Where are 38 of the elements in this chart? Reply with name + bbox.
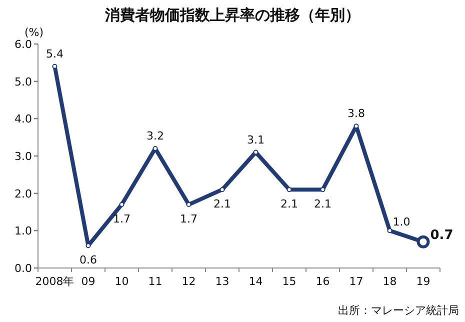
point bbox=[119, 202, 124, 208]
point bbox=[387, 228, 392, 234]
x-tick-label: 15 bbox=[282, 275, 296, 288]
chart-title: 消費者物価指数上昇率の推移（年別） bbox=[104, 6, 360, 24]
y-tick-label: 0.0 bbox=[14, 262, 32, 275]
text: 2.1 bbox=[314, 198, 332, 211]
y-axis-title: (%) bbox=[24, 26, 44, 39]
text: 0.6 bbox=[80, 254, 97, 267]
x-tick-label: 19 bbox=[416, 275, 430, 288]
point bbox=[52, 64, 58, 69]
text: 1.7 bbox=[113, 212, 130, 226]
text: 5.4 bbox=[46, 47, 64, 60]
x-tick-label: 18 bbox=[382, 275, 397, 288]
x-tick-label: 09 bbox=[81, 275, 96, 288]
x-tick-label: 12 bbox=[182, 275, 196, 288]
y-tick-label: 1.0 bbox=[14, 224, 32, 238]
x-tick-label: 16 bbox=[316, 275, 330, 288]
x-tick-label: 10 bbox=[114, 275, 129, 288]
x-tick-label: 11 bbox=[148, 275, 162, 288]
y-tick-label: 5.0 bbox=[14, 75, 32, 88]
y-tick-label: 6.0 bbox=[14, 38, 32, 51]
text: 3.8 bbox=[348, 107, 365, 120]
y-tick-label: 4.0 bbox=[14, 112, 32, 126]
point bbox=[220, 187, 225, 192]
x-tick-label: 17 bbox=[349, 275, 364, 288]
y-tick-label: 2.0 bbox=[14, 187, 32, 200]
text: 2.1 bbox=[280, 198, 298, 211]
text: 出所：マレーシア統計局 bbox=[338, 304, 459, 317]
x-tick-label: 14 bbox=[248, 275, 263, 288]
y-tick-label: 3.0 bbox=[14, 150, 32, 163]
text: 1.7 bbox=[180, 212, 198, 226]
text: 3.1 bbox=[247, 133, 264, 146]
text: 0.7 bbox=[430, 228, 454, 243]
text: 3.2 bbox=[146, 130, 164, 143]
x-tick-label: 13 bbox=[215, 275, 230, 288]
text: 1.0 bbox=[392, 216, 410, 229]
text: 2.1 bbox=[214, 198, 231, 211]
x-tick-label: 2008年 bbox=[35, 275, 74, 288]
